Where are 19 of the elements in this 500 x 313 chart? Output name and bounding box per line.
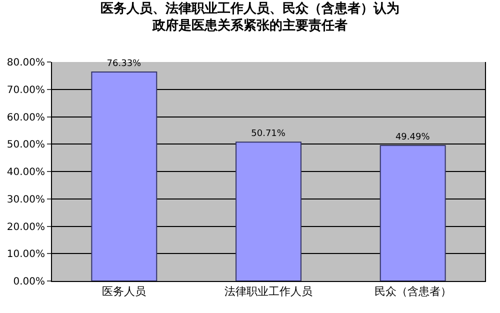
y-tick-label: 80.00% [6,58,45,68]
y-tick-label: 10.00% [6,249,45,260]
y-tick-label: 40.00% [6,167,45,178]
bar [91,72,158,281]
x-tick-label: 医务人员 [102,285,146,298]
data-label: 49.49% [395,132,430,143]
y-tick-label: 70.00% [6,84,45,96]
y-tick-label: 20.00% [6,222,45,233]
data-label: 76.33% [106,59,142,70]
x-tick-label: 民众（含患者） [374,285,452,298]
bar [380,145,446,281]
data-label: 50.71% [251,129,286,140]
y-tick-label: 60.00% [6,112,45,124]
x-tick-label: 法律职业工作人员 [224,285,312,298]
y-tick-label: 50.00% [6,140,45,151]
y-tick-label: 0.00% [13,276,45,288]
chart-title: 医务人员、法律职业工作人员、民众（含患者）认为政府是医患关系紧张的主要责任者 [100,0,400,34]
y-tick-label: 30.00% [6,194,45,206]
bar [236,142,302,281]
